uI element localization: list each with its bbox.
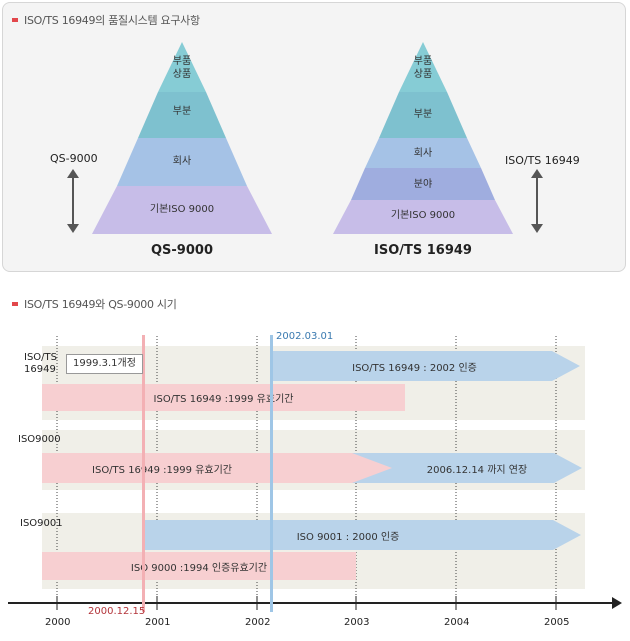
qs-level-top [158, 42, 206, 92]
section2-title: ISO/TS 16949와 QS-9000 시기 [24, 298, 177, 311]
iso-label-5: 기본ISO 9000 [390, 210, 456, 221]
row-label-iso-ts: ISO/TS 16949 [24, 352, 57, 375]
section1-title: ISO/TS 16949의 품질시스템 요구사항 [24, 14, 200, 27]
bar-iso-ts-2002-label: ISO/TS 16949 : 2002 인증 [352, 362, 477, 374]
bar-iso-ts-1999: ISO/TS 16949 :1999 유효기간 [42, 384, 405, 411]
marker-date-red: 2000.12.15 [88, 606, 146, 617]
iso-label-3: 회사 [413, 148, 433, 159]
year-label: 2004 [444, 617, 470, 628]
marker-line-red [142, 335, 145, 612]
row-label-iso9000: ISO9000 [18, 434, 61, 445]
row-label-iso9001: ISO9001 [20, 518, 63, 529]
qs-pyramid-title: QS-9000 [151, 243, 213, 258]
iso-level-top [399, 42, 447, 92]
year-label: 2003 [344, 617, 370, 628]
year-label: 2005 [544, 617, 570, 628]
iso-pyramid-title: ISO/TS 16949 [374, 243, 472, 258]
section-bullet [12, 18, 18, 22]
bar-iso9000-1999-label: ISO/TS 16949 :1999 유효기간 [92, 464, 232, 476]
iso-level-3 [365, 138, 481, 168]
qs-label-4: 기본ISO 9000 [149, 204, 215, 215]
iso-label-2: 부분 [413, 109, 433, 120]
iso-span-arrow [531, 169, 543, 233]
qs-label-top: 부품 상품 [172, 56, 192, 80]
iso-side-label: ISO/TS 16949 [505, 154, 580, 167]
qs-label-3: 회사 [172, 156, 192, 167]
bar-iso9000-1994: ISO 9000 :1994 인증유효기간 [42, 552, 356, 580]
bar-iso9000-extend-label: 2006.12.14 까지 연장 [426, 464, 528, 476]
revision-callout: 1999.3.1개정 [66, 354, 143, 374]
pyramids-svg [67, 42, 543, 234]
qs-side-label: QS-9000 [50, 152, 98, 165]
marker-line-blue [270, 335, 273, 612]
qs-level-4 [92, 186, 272, 234]
year-ticks [56, 596, 557, 610]
iso-label-top: 부품 상품 [413, 56, 433, 80]
qs-label-2: 부분 [172, 106, 192, 117]
qs-span-arrow [67, 169, 79, 233]
marker-date-blue: 2002.03.01 [276, 331, 334, 342]
timeline-arrowhead [612, 597, 622, 609]
bar-iso9000-group [42, 453, 582, 483]
year-label: 2000 [45, 617, 71, 628]
section-bullet [12, 302, 18, 306]
bar-iso-ts-2002 [272, 351, 580, 381]
iso-label-4: 분야 [413, 179, 433, 190]
iso-level-2 [379, 92, 467, 138]
bar-iso9001-2000 [143, 520, 581, 550]
year-label: 2002 [245, 617, 271, 628]
iso-level-5 [333, 200, 513, 234]
bar-iso9001-2000-label: ISO 9001 : 2000 인증 [296, 531, 400, 543]
year-label: 2001 [145, 617, 171, 628]
qs-level-3 [117, 138, 247, 186]
qs-level-2 [138, 92, 226, 138]
iso-level-4 [351, 168, 495, 200]
